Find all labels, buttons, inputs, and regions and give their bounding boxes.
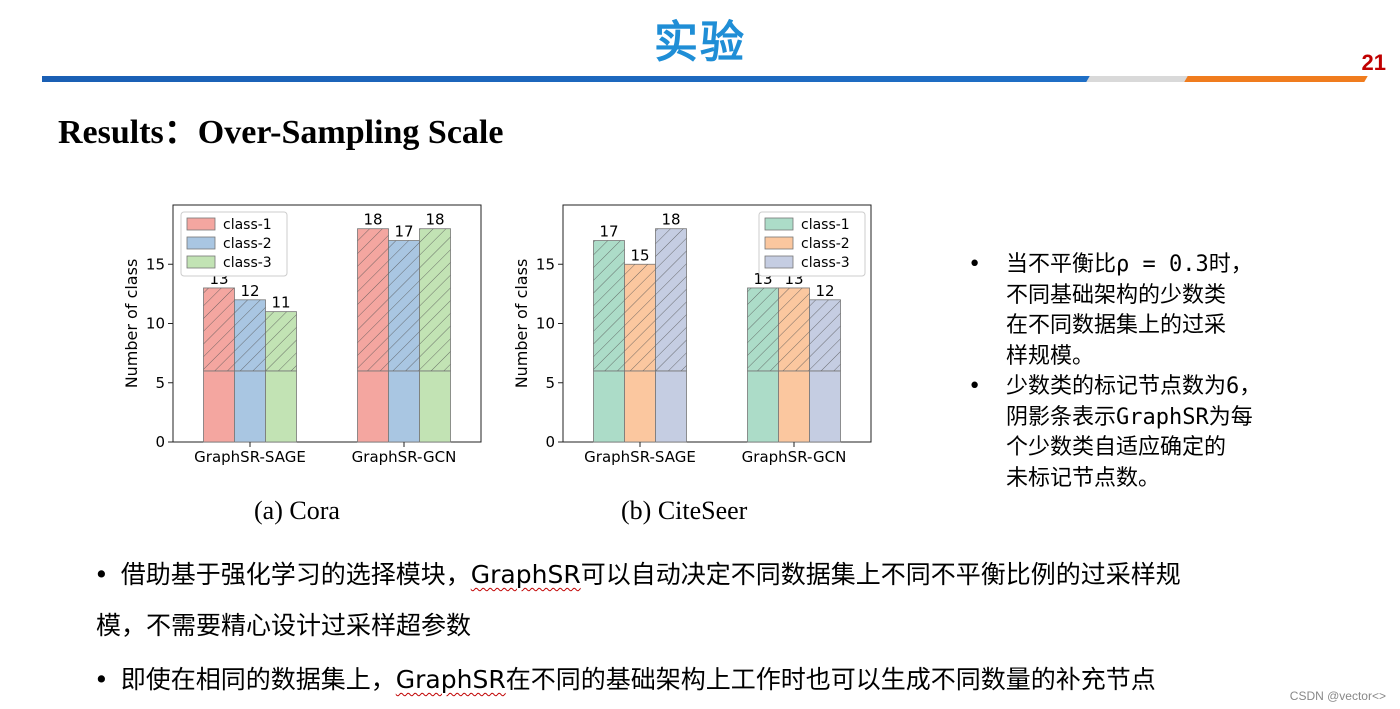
bar-hatch xyxy=(809,299,841,371)
page-number: 21 xyxy=(1361,50,1386,75)
data-label: 12 xyxy=(240,282,259,300)
y-axis-label: Number of class xyxy=(122,259,141,389)
watermark: CSDN @vector<> xyxy=(1289,689,1386,703)
data-label: 17 xyxy=(394,223,413,241)
bar-base xyxy=(203,370,235,443)
bar-hatch xyxy=(624,264,656,371)
bar-base xyxy=(624,370,656,443)
chart-citeseer-caption: (b) CiteSeer xyxy=(621,496,748,525)
bullet-1-pre: 借助基于强化学习的选择模块， xyxy=(120,560,471,589)
bullet-2: • 即使在相同的数据集上，GraphSR在不同的基础架构上工作时也可以生成不同数量… xyxy=(94,660,1156,696)
bar-base xyxy=(357,370,389,443)
bullet-2-pre: 即使在相同的数据集上， xyxy=(120,665,396,694)
y-tick-label: 15 xyxy=(536,255,555,273)
header-rule-grey xyxy=(1086,76,1190,82)
side-note-line: 不同基础架构的少数类 xyxy=(1006,282,1227,308)
slide-title: 实验 xyxy=(654,17,746,68)
bar-hatch xyxy=(388,240,420,371)
bullet-1-em: GraphSR xyxy=(470,560,581,589)
y-tick-label: 0 xyxy=(155,433,165,451)
data-label: 12 xyxy=(815,282,834,300)
bullet-2-em: GraphSR xyxy=(395,665,506,694)
y-tick-label: 10 xyxy=(536,315,555,333)
bar-hatch xyxy=(203,287,235,371)
side-note-line: 阴影条表示GraphSR为每 xyxy=(1006,404,1253,430)
data-label: 17 xyxy=(599,223,618,241)
bar-hatch xyxy=(234,299,266,371)
chart-cora-caption: (a) Cora xyxy=(254,496,340,525)
legend-swatch xyxy=(764,217,794,231)
side-note-line: 在不同数据集上的过采 xyxy=(1006,313,1227,338)
legend-label: class-1 xyxy=(223,217,272,233)
bar-hatch xyxy=(593,240,625,371)
side-note-line: 样规模。 xyxy=(1006,343,1095,369)
legend-swatch xyxy=(764,255,794,269)
x-tick-label: GraphSR-SAGE xyxy=(194,448,306,466)
legend-label: class-2 xyxy=(801,236,850,252)
bullet-2-post: 在不同的基础架构上工作时也可以生成不同数量的补充节点 xyxy=(505,665,1156,694)
bullet-1: • 借助基于强化学习的选择模块，GraphSR可以自动决定不同数据集上不同不平衡比… xyxy=(94,555,1181,591)
chart-cora: 0 5 10 15 Number of class 13 12 11 GraphSR-SAGE 1… xyxy=(118,200,498,484)
legend-swatch xyxy=(186,217,216,231)
bullet-dot: • xyxy=(94,560,109,589)
data-label: 15 xyxy=(630,246,649,264)
bullet-dot: • xyxy=(968,374,982,399)
side-note-1: • 当不平衡比ρ = 0.3时， 不同基础架构的少数类 在不同数据集上的过采 样… xyxy=(968,250,1261,372)
y-tick-label: 5 xyxy=(155,374,165,392)
bar-base xyxy=(593,370,625,443)
data-label: 18 xyxy=(425,211,444,229)
legend-swatch xyxy=(186,236,216,250)
bullet-dot: • xyxy=(968,252,982,277)
header-rule-orange xyxy=(1184,76,1368,82)
y-tick-label: 15 xyxy=(146,255,165,273)
header-rule-blue xyxy=(42,76,1092,82)
y-tick-label: 10 xyxy=(146,315,165,333)
side-note-line: 个少数类自适应确定的 xyxy=(1006,435,1227,460)
bar-hatch xyxy=(747,287,779,371)
data-label: 18 xyxy=(661,211,680,229)
chart-citeseer: 0 5 10 15 Number of class 17 15 18 GraphSR-SAGE 1… xyxy=(508,200,888,484)
bar-hatch xyxy=(419,228,451,371)
side-note-line: 少数类的标记节点数为6， xyxy=(1006,374,1262,399)
bar-base xyxy=(655,370,687,443)
x-tick-label: GraphSR-SAGE xyxy=(584,448,696,466)
bar-base xyxy=(419,370,451,443)
bar-base xyxy=(388,370,420,443)
bar-hatch xyxy=(778,287,810,371)
bar-base xyxy=(809,370,841,443)
bar-base xyxy=(265,370,297,443)
legend-label: class-3 xyxy=(801,255,850,271)
data-label: 11 xyxy=(271,294,290,312)
side-note-2: • 少数类的标记节点数为6， 阴影条表示GraphSR为每 个少数类自适应确定的… xyxy=(968,372,1261,494)
bar-base xyxy=(234,370,266,443)
x-tick-label: GraphSR-GCN xyxy=(742,448,847,466)
legend-label: class-2 xyxy=(223,236,272,252)
chart-citeseer-svg: 0 5 10 15 Number of class 17 15 18 GraphSR-SAGE 1… xyxy=(512,204,872,466)
bar-hatch xyxy=(265,311,297,371)
bar-base xyxy=(778,370,810,443)
section-subtitle: Results：Over-Sampling Scale xyxy=(58,114,504,151)
bar-hatch xyxy=(655,228,687,371)
y-axis-label: Number of class xyxy=(512,259,531,389)
legend-swatch xyxy=(764,236,794,250)
bar-base xyxy=(747,370,779,443)
legend-label: class-3 xyxy=(223,255,272,271)
y-tick-label: 0 xyxy=(545,433,555,451)
bullet-dot: • xyxy=(94,665,109,694)
legend-label: class-1 xyxy=(801,217,850,233)
bar-hatch xyxy=(357,228,389,371)
y-tick-label: 5 xyxy=(545,374,555,392)
bullet-1-continued: 模，不需要精心设计过采样超参数 xyxy=(96,611,472,640)
side-notes: • 当不平衡比ρ = 0.3时， 不同基础架构的少数类 在不同数据集上的过采 样… xyxy=(968,250,1261,494)
side-note-line: 当不平衡比ρ = 0.3时， xyxy=(1006,252,1253,277)
legend-swatch xyxy=(186,255,216,269)
x-tick-label: GraphSR-GCN xyxy=(352,448,457,466)
side-note-line: 未标记节点数。 xyxy=(1006,465,1161,491)
bullet-1-post: 可以自动决定不同数据集上不同不平衡比例的过采样规 xyxy=(580,560,1181,589)
data-label: 18 xyxy=(363,211,382,229)
